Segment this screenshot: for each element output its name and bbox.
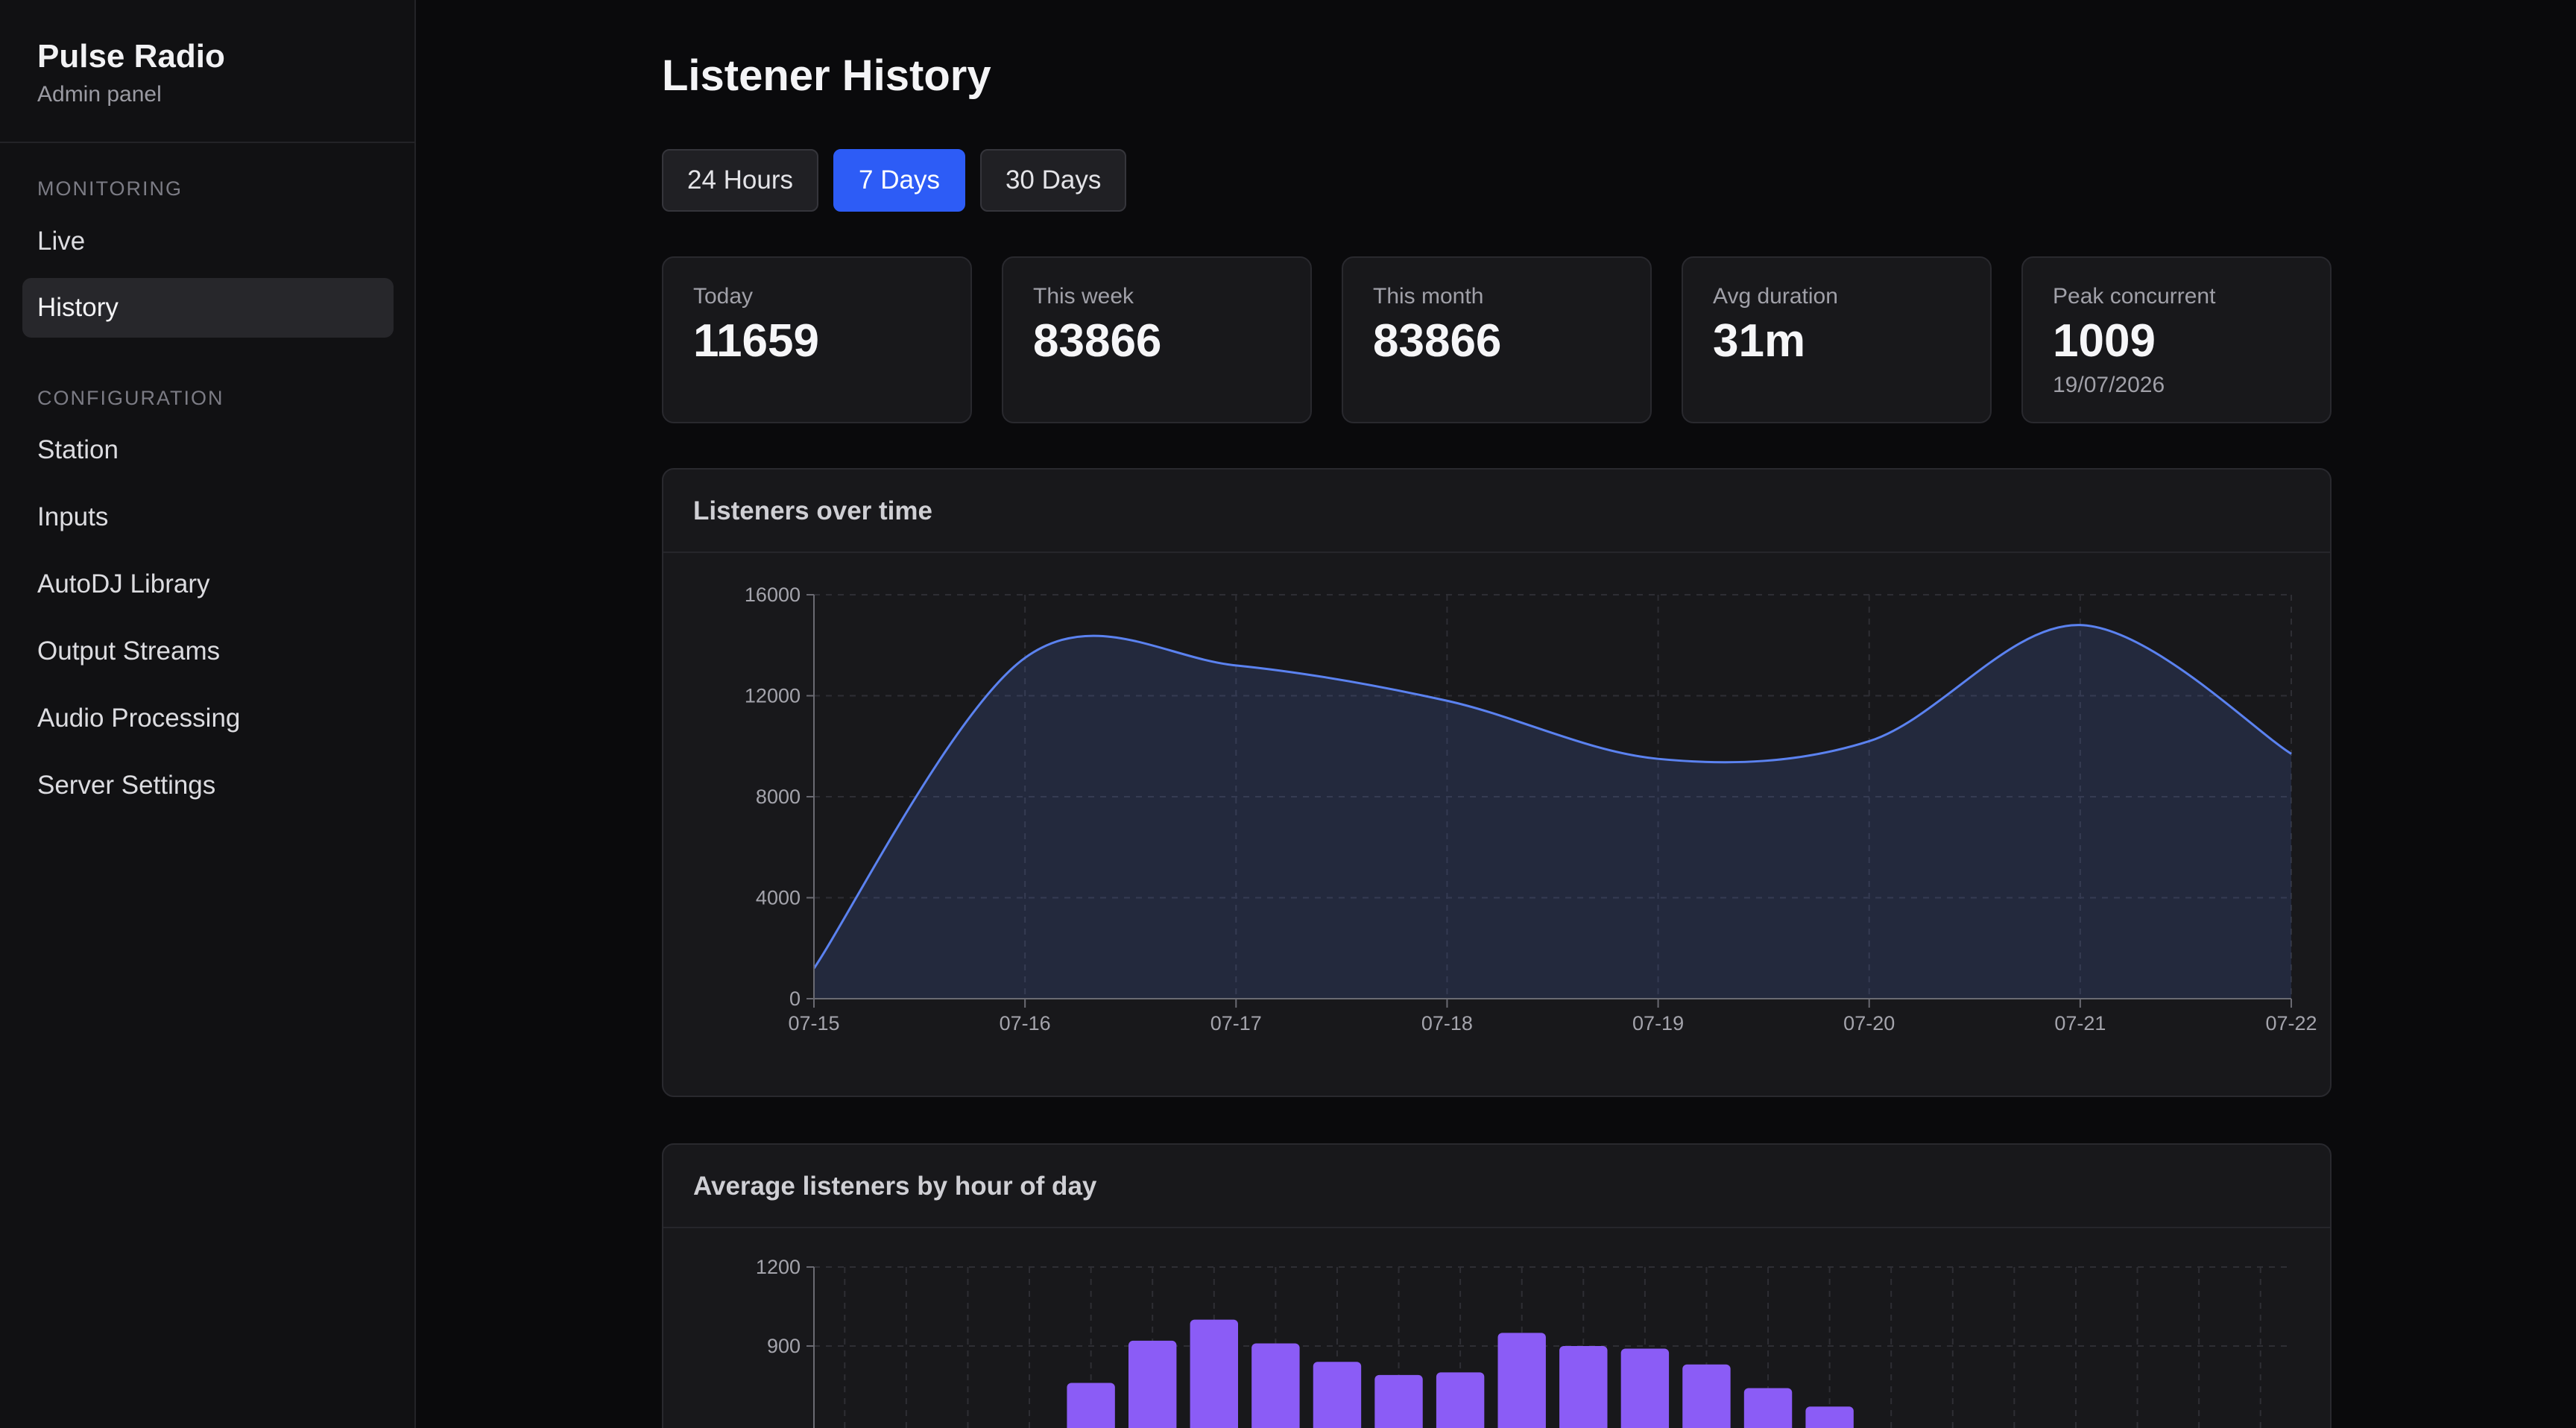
bar (1190, 1319, 1238, 1428)
x-tick-label: 07-19 (1632, 1012, 1684, 1034)
x-tick-label: 07-22 (2265, 1012, 2317, 1034)
stat-label: This month (1373, 284, 1484, 309)
listeners-line (812, 624, 2292, 970)
y-tick-label: 8000 (756, 786, 801, 808)
nav-section-monitoring: MONITORING (37, 177, 183, 200)
y-tick-label: 4000 (756, 887, 801, 909)
panel-title: Listeners over time (663, 470, 2330, 553)
x-tick-label: 07-21 (2054, 1012, 2106, 1034)
stat-value: 83866 (1373, 315, 1502, 367)
sidebar-item-history[interactable]: History (22, 278, 394, 338)
bar (1067, 1383, 1115, 1428)
sidebar-item-live[interactable]: Live (37, 227, 86, 256)
brand-subtitle: Admin panel (37, 82, 162, 107)
sidebar-item-output-streams[interactable]: Output Streams (37, 636, 221, 666)
y-tick-label: 12000 (745, 685, 801, 707)
stat-card-today: Today 11659 (662, 256, 972, 423)
x-tick-label: 07-20 (1843, 1012, 1895, 1034)
tab-24-hours[interactable]: 24 Hours (662, 149, 819, 212)
brand: Pulse Radio Admin panel (0, 0, 414, 143)
stat-value: 31m (1713, 315, 1806, 367)
sidebar-item-station[interactable]: Station (37, 435, 119, 464)
stat-card-this-week: This week 83866 (1002, 256, 1312, 423)
sidebar: Pulse Radio Admin panel MONITORING Live … (0, 0, 416, 1428)
tab-7-days[interactable]: 7 Days (833, 149, 965, 212)
stat-card-avg-duration: Avg duration 31m (1682, 256, 1992, 423)
bar (1743, 1388, 1793, 1428)
x-tick-label: 07-16 (1000, 1012, 1051, 1034)
brand-title: Pulse Radio (37, 38, 225, 75)
listeners-area-fill (814, 625, 2291, 999)
stat-peak-date: 19/07/2026 (2053, 373, 2165, 397)
stat-value: 11659 (693, 315, 819, 367)
hourly-bar-chart: 900 1200 (756, 1256, 2291, 1428)
sidebar-item-autodj-library[interactable]: AutoDJ Library (37, 569, 210, 598)
stat-card-peak-concurrent: Peak concurrent 1009 19/07/2026 (2021, 256, 2332, 423)
stat-card-this-month: This month 83866 (1342, 256, 1652, 423)
sidebar-item-audio-processing[interactable]: Audio Processing (37, 704, 241, 733)
y-tick-label: 1200 (756, 1256, 801, 1278)
y-tick-label: 16000 (745, 584, 801, 606)
bar (1682, 1364, 1731, 1428)
stat-value: 1009 (2053, 315, 2156, 367)
page-title: Listener History (662, 51, 991, 100)
bar (1497, 1333, 1546, 1428)
bar (1805, 1406, 1854, 1428)
stat-label: This week (1033, 284, 1134, 309)
panel-title: Average listeners by hour of day (663, 1145, 2330, 1228)
bar (1128, 1340, 1177, 1428)
y-tick-label: 900 (767, 1335, 801, 1357)
stat-label: Avg duration (1713, 284, 1838, 309)
bar (1620, 1348, 1670, 1428)
listeners-over-time-panel: Listeners over time 0 4000 8000 12000 16000 0… (662, 468, 2332, 1097)
stat-label: Today (693, 284, 754, 309)
range-tabs: 24 Hours 7 Days 30 Days (662, 149, 1127, 212)
stat-label: Peak concurrent (2053, 284, 2216, 309)
x-tick-label: 07-18 (1421, 1012, 1473, 1034)
y-tick-label: 0 (789, 988, 801, 1010)
x-tick-label: 07-15 (788, 1012, 839, 1034)
bar (1559, 1346, 1608, 1428)
sidebar-item-inputs[interactable]: Inputs (37, 502, 109, 531)
listeners-area-chart: 0 4000 8000 12000 16000 07-15 07-16 07-17 07-18 0… (745, 584, 2317, 1034)
bar (1436, 1372, 1485, 1428)
tab-30-days[interactable]: 30 Days (979, 149, 1127, 212)
x-tick-label: 07-17 (1210, 1012, 1262, 1034)
bar (1313, 1362, 1362, 1428)
nav-section-configuration: CONFIGURATION (37, 387, 224, 409)
bar (1251, 1343, 1300, 1428)
sidebar-item-server-settings[interactable]: Server Settings (37, 771, 216, 800)
stat-value: 83866 (1033, 315, 1162, 367)
bar (1374, 1374, 1423, 1428)
hourly-average-panel: Average listeners by hour of day 900 1200 (662, 1143, 2332, 1428)
